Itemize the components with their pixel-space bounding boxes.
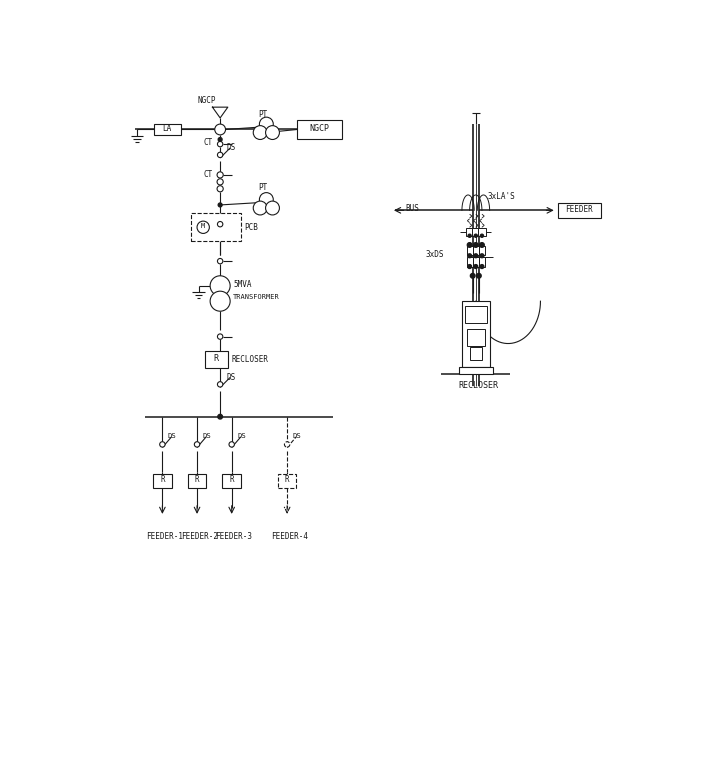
Text: 3xLA'S: 3xLA'S [487, 192, 515, 201]
Text: FEEDER-4: FEEDER-4 [271, 531, 308, 540]
Bar [473, 246, 479, 255]
Text: DS: DS [226, 373, 236, 382]
Circle shape [217, 258, 223, 264]
Circle shape [266, 201, 279, 215]
Circle shape [284, 442, 290, 447]
Circle shape [197, 221, 209, 234]
Circle shape [471, 274, 475, 278]
Bar [153, 473, 172, 487]
Circle shape [468, 234, 471, 237]
Circle shape [480, 243, 484, 247]
Text: DS: DS [226, 143, 236, 152]
Circle shape [253, 126, 267, 140]
Text: FEEDER-1: FEEDER-1 [146, 531, 183, 540]
Bar [466, 329, 485, 346]
Text: PT: PT [258, 183, 268, 193]
Circle shape [218, 137, 222, 141]
Text: BUS: BUS [405, 204, 419, 214]
Text: PCB: PCB [244, 223, 258, 232]
Circle shape [229, 442, 234, 447]
Bar [470, 347, 482, 361]
Circle shape [210, 276, 230, 296]
Bar [466, 258, 473, 267]
Circle shape [210, 291, 230, 311]
Circle shape [253, 201, 267, 215]
Circle shape [474, 234, 477, 237]
Bar [478, 228, 486, 236]
Text: DS: DS [202, 433, 211, 439]
Bar [191, 214, 241, 241]
Text: TRANSFORMER: TRANSFORMER [234, 294, 280, 300]
Circle shape [194, 442, 200, 447]
Circle shape [218, 203, 222, 207]
Text: RECLOSER: RECLOSER [459, 382, 499, 390]
Circle shape [266, 126, 279, 140]
Bar [466, 228, 473, 236]
Circle shape [468, 264, 471, 268]
Circle shape [217, 186, 224, 192]
Text: 5MVA: 5MVA [234, 280, 252, 289]
Text: R: R [229, 476, 234, 484]
Circle shape [217, 141, 223, 146]
Text: M: M [201, 224, 205, 230]
Bar [297, 120, 342, 139]
Text: R: R [194, 476, 199, 484]
Bar [278, 473, 296, 487]
Circle shape [159, 442, 165, 447]
Text: DS: DS [293, 433, 301, 439]
Text: 3xDS: 3xDS [426, 251, 444, 260]
Bar [222, 473, 241, 487]
Bar [188, 473, 206, 487]
Text: PT: PT [258, 109, 268, 119]
Bar [472, 228, 480, 236]
Circle shape [467, 243, 472, 247]
Text: DS: DS [237, 433, 246, 439]
Circle shape [480, 254, 484, 258]
Bar [154, 124, 181, 135]
Circle shape [481, 234, 483, 237]
Circle shape [473, 243, 478, 247]
Text: NGCP: NGCP [197, 96, 216, 106]
Bar [479, 258, 485, 267]
Circle shape [480, 264, 484, 268]
Circle shape [217, 152, 223, 157]
Text: NGCP: NGCP [310, 124, 330, 133]
Text: R: R [160, 476, 164, 484]
Bar [459, 367, 493, 375]
Circle shape [217, 172, 224, 178]
Text: R: R [214, 355, 219, 363]
Text: RECLOSER: RECLOSER [231, 355, 268, 364]
Circle shape [476, 274, 481, 278]
Circle shape [215, 124, 226, 135]
Text: LA: LA [162, 124, 172, 133]
Bar [462, 301, 490, 367]
Text: FEEDER-3: FEEDER-3 [216, 531, 253, 540]
Circle shape [474, 264, 478, 268]
Bar [465, 306, 486, 323]
Bar [473, 258, 479, 267]
Bar [479, 246, 485, 255]
Text: CT: CT [203, 138, 212, 147]
Text: R: R [285, 476, 290, 484]
Text: FEEDER-2: FEEDER-2 [181, 531, 218, 540]
Circle shape [217, 382, 223, 387]
Bar [466, 246, 473, 255]
Bar [558, 203, 600, 218]
Text: FEEDER: FEEDER [565, 205, 593, 214]
Text: DS: DS [168, 433, 177, 439]
Circle shape [218, 414, 222, 419]
Text: CT: CT [203, 170, 212, 180]
Circle shape [217, 334, 223, 339]
Circle shape [259, 193, 273, 207]
Circle shape [468, 254, 471, 258]
Circle shape [217, 221, 223, 227]
Bar [205, 352, 228, 369]
Circle shape [217, 179, 224, 185]
Circle shape [259, 117, 273, 131]
Circle shape [474, 254, 478, 258]
